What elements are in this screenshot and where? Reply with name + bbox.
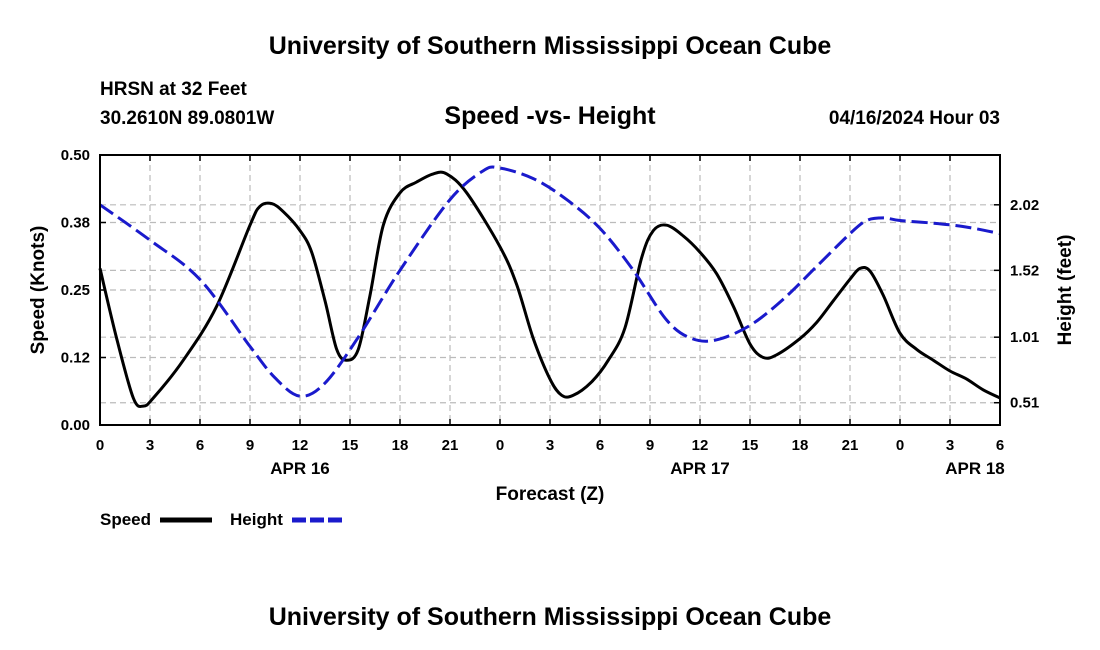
x-tick-label: 9	[646, 437, 654, 454]
x-tick-label: 6	[196, 437, 204, 454]
x-axis-label: Forecast (Z)	[496, 484, 605, 505]
y-tick-label: 0.12	[61, 350, 90, 367]
forecast-datetime: 04/16/2024 Hour 03	[829, 108, 1000, 129]
series-line-speed	[98, 170, 1001, 409]
x-tick-label: 6	[996, 437, 1004, 454]
x-tick-label: 12	[292, 437, 309, 454]
x-tick-label: 0	[896, 437, 904, 454]
y-tick-label: 0.50	[61, 147, 90, 164]
date-label: APR 17	[670, 459, 730, 478]
y2-tick-label: 1.52	[1010, 262, 1039, 279]
y2-tick-label: 2.02	[1010, 197, 1039, 214]
series-line-height	[99, 165, 1001, 398]
y-axis-label: Speed (Knots)	[28, 226, 49, 355]
axes: 0 3 6 9 12 15 18 21 0 3 6 9 12 15 18 21 0 3 6 0.00 0.12 0.25 0…	[61, 147, 1039, 478]
grid	[100, 155, 1000, 425]
y-tick-label: 0.38	[61, 215, 90, 232]
station-coordinates: 30.2610N 89.0801W	[100, 108, 274, 129]
y-tick-label: 0.00	[61, 417, 90, 434]
x-tick-label: 15	[342, 437, 359, 454]
x-tick-label: 3	[946, 437, 954, 454]
page-title: University of Southern Mississippi Ocean…	[269, 32, 832, 60]
y2-tick-label: 0.51	[1010, 395, 1039, 412]
legend-label-height: Height	[230, 510, 283, 529]
x-tick-label: 12	[692, 437, 709, 454]
legend-label-speed: Speed	[100, 510, 151, 529]
plot-series	[98, 165, 1001, 409]
y2-tick-label: 1.01	[1010, 329, 1039, 346]
x-tick-label: 6	[596, 437, 604, 454]
x-tick-label: 21	[842, 437, 859, 454]
plot-title: Speed -vs- Height	[444, 102, 656, 130]
station-name: HRSN at 32 Feet	[100, 79, 247, 100]
x-tick-label: 3	[546, 437, 554, 454]
x-tick-label: 18	[392, 437, 409, 454]
x-tick-label: 15	[742, 437, 759, 454]
page-title-bottom: University of Southern Mississippi Ocean…	[269, 603, 832, 631]
x-tick-label: 3	[146, 437, 154, 454]
x-tick-label: 0	[496, 437, 504, 454]
legend: Speed Height	[100, 510, 344, 529]
x-tick-label: 0	[96, 437, 104, 454]
x-tick-label: 9	[246, 437, 254, 454]
date-label: APR 18	[945, 459, 1005, 478]
date-label: APR 16	[270, 459, 330, 478]
y2-axis-label: Height (feet)	[1055, 235, 1076, 346]
x-tick-label: 21	[442, 437, 459, 454]
x-tick-label: 18	[792, 437, 809, 454]
y-tick-label: 0.25	[61, 282, 90, 299]
